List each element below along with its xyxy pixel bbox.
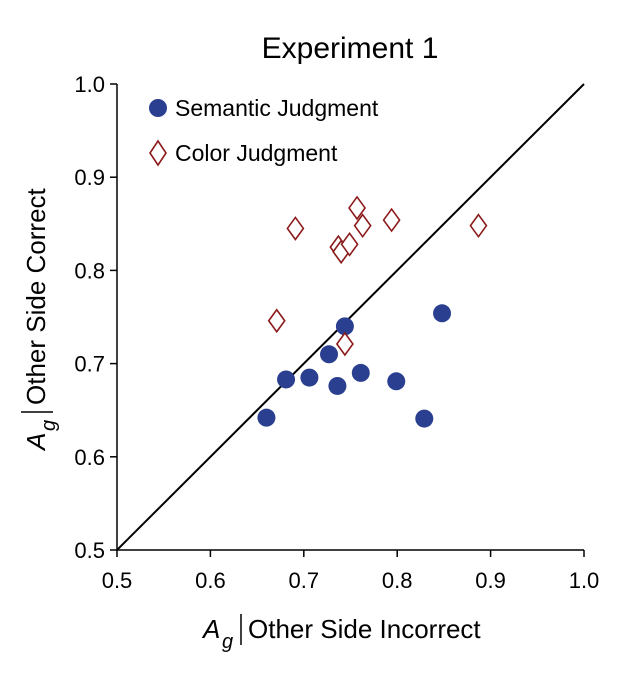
chart-title: Experiment 1 [262,32,439,65]
semantic-judgment-point [415,409,434,428]
semantic-judgment-point [433,304,452,323]
semantic-judgment-point [257,408,276,427]
legend-semantic-label: Semantic Judgment [175,95,379,121]
identity-reference-line [116,83,585,551]
semantic-judgment-point [328,376,347,395]
x-axis-subscript: g [222,631,233,653]
semantic-judgment-point [387,372,406,391]
x-axis-symbol: A [201,614,220,644]
semantic-judgment-point [320,345,339,364]
x-tick-label: 0.9 [475,568,506,593]
x-tick-label: 0.6 [195,568,226,593]
y-tick-label: 0.8 [74,258,105,283]
y-tick-label: 0.9 [74,165,105,190]
x-tick-label: 0.7 [289,568,320,593]
legend-color-marker [149,139,167,167]
color-judgment-point [348,195,367,221]
x-axis-label: A g Other Side Incorrect [201,614,481,653]
x-axis-text: Other Side Incorrect [248,614,481,644]
axis-ticks: 0.5 0.6 0.7 0.8 0.9 1.0 0.5 0.6 0.7 0.8 0.9 1.0 [74,72,599,593]
semantic-judgment-point [335,317,354,336]
semantic-judgment-point [300,368,319,387]
color-judgment-point [335,331,354,357]
color-judgment-point [382,207,401,233]
color-judgment-point [353,213,372,239]
y-axis-label: A g Other Side Correct [21,187,60,452]
y-tick-label: 0.6 [74,445,105,470]
x-tick-label: 0.8 [382,568,413,593]
legend-semantic-marker [149,99,167,117]
semantic-judgment-point [351,363,370,382]
y-axis-text: Other Side Correct [21,187,51,405]
y-tick-label: 0.5 [74,538,105,563]
color-judgment-point [286,216,305,241]
y-axis-symbol: A [21,433,51,452]
data-points [257,195,488,428]
y-tick-label: 0.7 [74,352,105,377]
x-tick-label: 0.5 [102,568,133,593]
legend-color-label: Color Judgment [175,140,338,166]
semantic-judgment-point [277,370,296,389]
color-judgment-point [469,213,488,239]
color-judgment-point [340,231,359,257]
x-tick-label: 1.0 [569,568,600,593]
y-tick-label: 1.0 [74,72,105,97]
axes [116,84,584,551]
y-axis-subscript: g [38,420,60,431]
legend: Semantic Judgment Color Judgment [149,95,379,167]
color-judgment-point [267,308,286,334]
